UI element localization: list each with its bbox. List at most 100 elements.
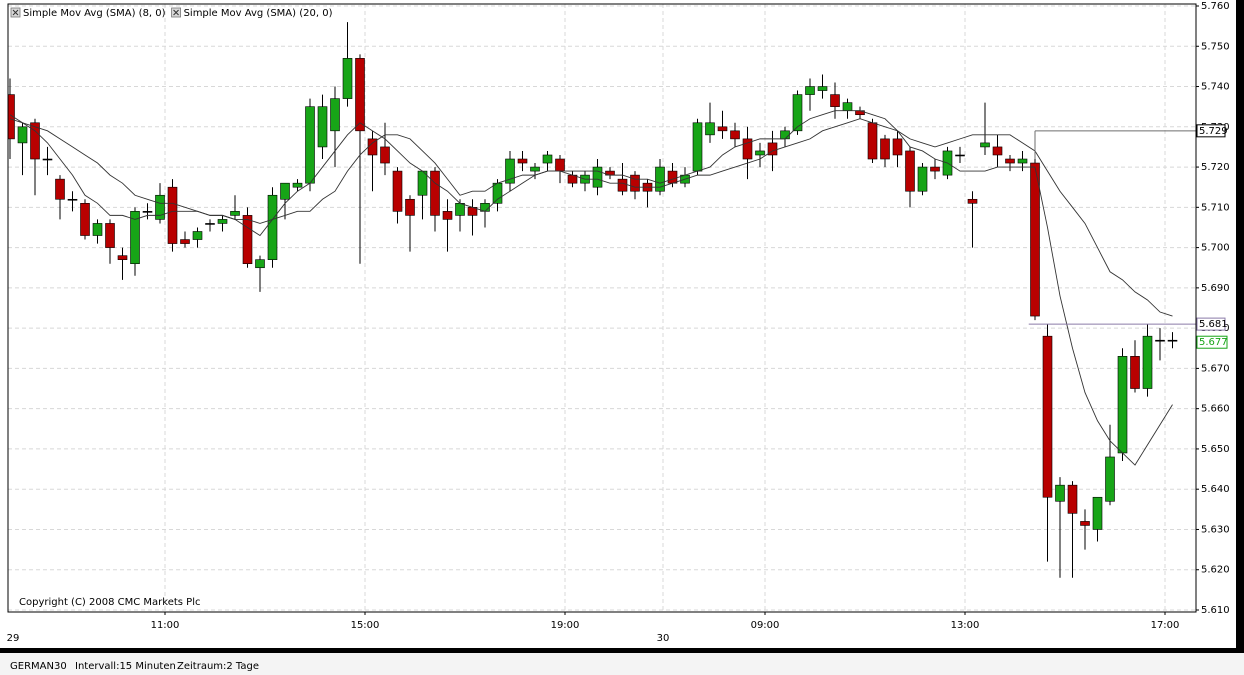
y-tick-label: 5.640 <box>1201 484 1230 495</box>
axis-layer: 5.6105.6205.6305.6405.6505.6605.6705.680… <box>7 1 1230 644</box>
candle-body <box>767 142 778 156</box>
candle-body <box>305 106 315 184</box>
price-label-box <box>1196 317 1226 331</box>
candle-body <box>755 150 765 156</box>
candle-body <box>117 255 128 260</box>
legend-checkbox-cross <box>173 9 179 16</box>
candle-body <box>205 223 215 225</box>
candle-body <box>692 122 703 172</box>
date-label: 29 <box>7 633 20 644</box>
y-tick-label: 5.750 <box>1201 41 1230 52</box>
candle-body <box>105 223 115 248</box>
candle-body <box>1092 496 1103 530</box>
candle-body <box>742 138 753 160</box>
right-frame <box>1236 0 1244 652</box>
candle-body <box>242 215 253 265</box>
y-tick-label: 5.740 <box>1201 82 1230 93</box>
plot-border <box>7 3 1197 613</box>
x-tick-label: 11:00 <box>151 620 180 631</box>
candle-body <box>1155 339 1165 342</box>
candle-body <box>967 198 978 204</box>
candle-body <box>330 98 340 132</box>
candle-body <box>292 182 303 188</box>
copyright: Copyright (C) 2008 CMC Markets Plc <box>19 597 200 608</box>
candle-body <box>230 211 240 216</box>
candle-body <box>380 146 390 164</box>
grid-layer <box>8 4 1196 611</box>
candle-body <box>1055 484 1065 502</box>
y-tick-label: 5.610 <box>1201 605 1230 616</box>
candle-body <box>842 102 853 111</box>
candle-body <box>392 170 403 212</box>
candle-body <box>1105 456 1115 502</box>
candle-body <box>267 194 278 260</box>
candle-body <box>542 154 553 164</box>
x-tick-label: 15:00 <box>351 620 380 631</box>
candle-body <box>30 122 40 160</box>
candle-body <box>8 94 15 140</box>
candle-body <box>1030 162 1040 317</box>
candle-body <box>717 126 728 132</box>
candle-body <box>655 166 665 192</box>
candle-body <box>1042 335 1053 498</box>
footer-period: Zeitraum:2 Tage <box>177 661 259 672</box>
legend-label: Simple Mov Avg (SMA) (20, 0) <box>184 8 333 19</box>
candle-body <box>355 58 365 132</box>
price-label-box <box>1196 124 1226 138</box>
candle-body <box>817 86 828 91</box>
candle-body <box>892 138 903 156</box>
y-tick-label: 5.700 <box>1201 243 1230 254</box>
candle-body <box>42 158 53 161</box>
x-tick-label: 13:00 <box>951 620 980 631</box>
candle-body <box>430 170 440 216</box>
candle-body <box>1067 484 1078 514</box>
candle-body <box>130 211 140 265</box>
candle-body <box>730 130 740 140</box>
y-tick-label: 5.710 <box>1201 202 1230 213</box>
date-label: 30 <box>657 633 670 644</box>
candle-body <box>1017 158 1028 164</box>
candle-body <box>80 203 90 236</box>
candle-body <box>555 158 565 172</box>
y-tick-label: 5.630 <box>1201 524 1230 535</box>
candle-body <box>630 174 640 192</box>
footer-interval: Intervall:15 Minuten <box>75 661 176 672</box>
candle-body <box>705 122 715 136</box>
price-label: 5.729 <box>1199 126 1228 137</box>
candle-body <box>955 154 965 157</box>
y-tick-label: 5.760 <box>1201 1 1230 12</box>
candle-body <box>492 182 503 204</box>
last-price-label: 5.677 <box>1199 337 1228 348</box>
candle-body <box>1080 521 1090 526</box>
candle-body <box>792 94 803 132</box>
y-tick-label: 5.660 <box>1201 404 1230 415</box>
candle-body <box>930 166 940 172</box>
x-tick-label: 19:00 <box>551 620 580 631</box>
candle-body <box>455 203 465 216</box>
candle-body <box>592 166 603 188</box>
candle-body <box>805 86 815 95</box>
y-tick-label: 5.620 <box>1201 565 1230 576</box>
candle-body <box>442 211 453 220</box>
candle-body <box>67 198 78 201</box>
legend-label: Simple Mov Avg (SMA) (8, 0) <box>23 8 166 19</box>
candle-body <box>1167 339 1178 342</box>
candle-body <box>980 142 990 148</box>
candle-body <box>55 178 65 200</box>
candle-body <box>905 150 915 192</box>
bottom-frame <box>0 648 1244 653</box>
candle-body <box>1142 335 1153 389</box>
y-tick-label: 5.650 <box>1201 444 1230 455</box>
candle-body <box>92 223 103 236</box>
last-price-box <box>1196 335 1228 349</box>
candle-body <box>317 106 328 148</box>
chart-background <box>0 0 1244 652</box>
candle-body <box>405 198 415 216</box>
footer-bar <box>0 653 1244 675</box>
candle-body <box>142 211 153 213</box>
candle-body <box>880 138 890 160</box>
footer-symbol: GERMAN30 <box>10 661 67 672</box>
y-tick-label: 5.690 <box>1201 283 1230 294</box>
candle-body <box>617 178 628 192</box>
